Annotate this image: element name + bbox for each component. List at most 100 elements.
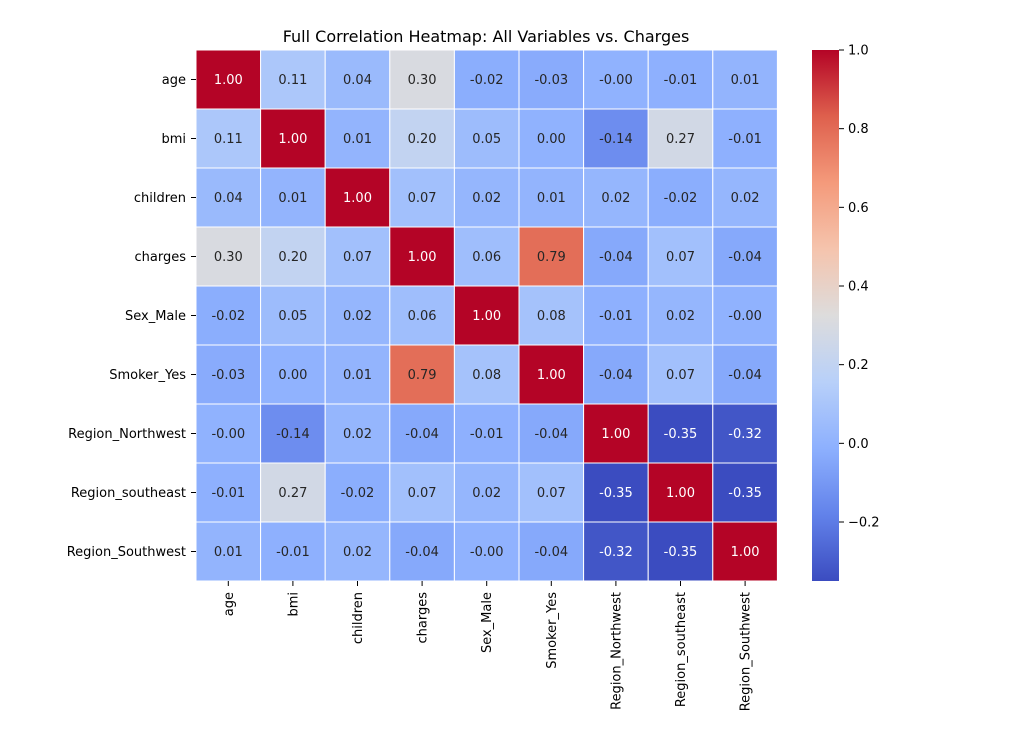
colorbar-tick-label: −0.2 [848, 516, 880, 531]
cell-value-label: 0.27 [278, 486, 307, 501]
heatmap-cell [260, 344, 326, 405]
cell-value-label: 0.01 [343, 368, 372, 383]
heatmap-cell [195, 226, 262, 287]
heatmap-cell [583, 521, 649, 582]
heatmap-cell [453, 462, 520, 523]
cell-value-label: 0.06 [472, 250, 501, 265]
column-tick-label: Region_Southwest [739, 592, 754, 711]
heatmap-cell [453, 403, 520, 464]
cell-value-label: -0.02 [211, 309, 245, 324]
cell-value-label: 0.07 [408, 486, 437, 501]
column-tick-label: Region_Northwest [609, 592, 624, 710]
row-tick-label: Region_southeast [71, 486, 186, 501]
cell-value-label: 0.79 [537, 250, 566, 265]
cell-value-label: -0.02 [341, 486, 375, 501]
cell-value-label: -0.02 [470, 73, 504, 88]
cell-value-label: 0.05 [278, 309, 307, 324]
cell-value-label: 0.30 [214, 250, 243, 265]
column-tick-label: children [351, 592, 366, 644]
heatmap-cell [453, 344, 520, 405]
cell-value-label: 1.00 [472, 309, 501, 324]
cell-value-label: 0.02 [666, 309, 695, 324]
cell-value-label: -0.01 [599, 309, 633, 324]
cell-value-label: -0.04 [728, 368, 762, 383]
heatmap-cell [453, 521, 520, 582]
row-tick-label: age [162, 73, 186, 88]
column-tick-labels: age bmi children charges Sex_Male Smoker_Yes R… [222, 581, 754, 711]
cell-value-label: -0.14 [599, 132, 633, 147]
heatmap-cell [453, 167, 520, 228]
cell-value-label: 0.02 [472, 191, 501, 206]
cell-value-label: 1.00 [731, 545, 760, 560]
cell-value-label: 0.30 [408, 73, 437, 88]
heatmap-cell [583, 285, 649, 346]
cell-value-label: -0.00 [599, 73, 633, 88]
cell-value-label: 0.07 [537, 486, 566, 501]
cell-value-label: 0.07 [666, 250, 695, 265]
cell-value-label: 1.00 [666, 486, 695, 501]
cell-value-label: 0.01 [537, 191, 566, 206]
cell-value-label: -0.01 [470, 427, 504, 442]
cell-value-label: 0.08 [537, 309, 566, 324]
heatmap-cell [389, 167, 455, 228]
cell-value-label: 0.20 [408, 132, 437, 147]
colorbar-tick-label: 0.2 [848, 358, 869, 373]
heatmap-cell [324, 344, 391, 405]
heatmap-cell [260, 49, 326, 110]
cell-value-label: 0.07 [343, 250, 372, 265]
cell-value-label: 0.02 [601, 191, 630, 206]
cell-value-label: -0.00 [470, 545, 504, 560]
cell-value-label: 0.20 [278, 250, 307, 265]
heatmap-cell [518, 521, 585, 582]
heatmap-cell [195, 167, 262, 228]
cell-value-label: 0.01 [731, 73, 760, 88]
cell-value-label: 0.01 [278, 191, 307, 206]
cell-value-label: 0.06 [408, 309, 437, 324]
cell-value-label: -0.14 [276, 427, 310, 442]
row-tick-label: charges [135, 250, 187, 265]
heatmap-cell [647, 49, 714, 110]
row-tick-label: Smoker_Yes [109, 368, 186, 383]
heatmap-cell [389, 226, 455, 287]
cell-value-label: -0.04 [405, 427, 439, 442]
cell-value-label: 1.00 [343, 191, 372, 206]
colorbar-tick-label: 0.8 [848, 122, 869, 137]
cell-value-label: -0.01 [728, 132, 762, 147]
heatmap-cell-labels: 1.00 0.11 0.04 0.30 -0.02 -0.03 -0.00 -0.01 0.01… [211, 73, 761, 560]
cell-value-label: 0.05 [472, 132, 501, 147]
column-tick-label: bmi [286, 592, 301, 617]
heatmap-cell [324, 521, 391, 582]
colorbar-tick-label: 0.6 [848, 201, 869, 216]
row-tick-label: children [134, 191, 186, 206]
heatmap-cell [389, 344, 455, 405]
cell-value-label: 0.01 [214, 545, 243, 560]
heatmap-cell [712, 344, 778, 405]
cell-value-label: -0.01 [664, 73, 698, 88]
chart-title: Full Correlation Heatmap: All Variables … [283, 27, 690, 46]
heatmap-cell [583, 462, 649, 523]
heatmap-cell [712, 462, 778, 523]
cell-value-label: -0.01 [276, 545, 310, 560]
heatmap-cell [712, 521, 778, 582]
cell-value-label: 0.00 [537, 132, 566, 147]
cell-value-label: -0.03 [211, 368, 245, 383]
row-tick-label: Region_Southwest [67, 545, 186, 560]
heatmap-cell [195, 403, 262, 464]
heatmap-cell [389, 521, 455, 582]
heatmap-cell [518, 49, 585, 110]
heatmap-cell [195, 49, 262, 110]
cell-value-label: 0.00 [278, 368, 307, 383]
heatmap-cell [195, 108, 262, 169]
cell-value-label: -0.00 [211, 427, 245, 442]
heatmap-cell [518, 285, 585, 346]
cell-value-label: -0.03 [534, 73, 568, 88]
cell-value-label: 0.08 [472, 368, 501, 383]
cell-value-label: 0.04 [343, 73, 372, 88]
heatmap-cell [260, 403, 326, 464]
cell-value-label: 0.02 [343, 309, 372, 324]
heatmap-cell [583, 167, 649, 228]
cell-value-label: -0.04 [728, 250, 762, 265]
heatmap-cell [195, 521, 262, 582]
heatmap-cell [324, 49, 391, 110]
